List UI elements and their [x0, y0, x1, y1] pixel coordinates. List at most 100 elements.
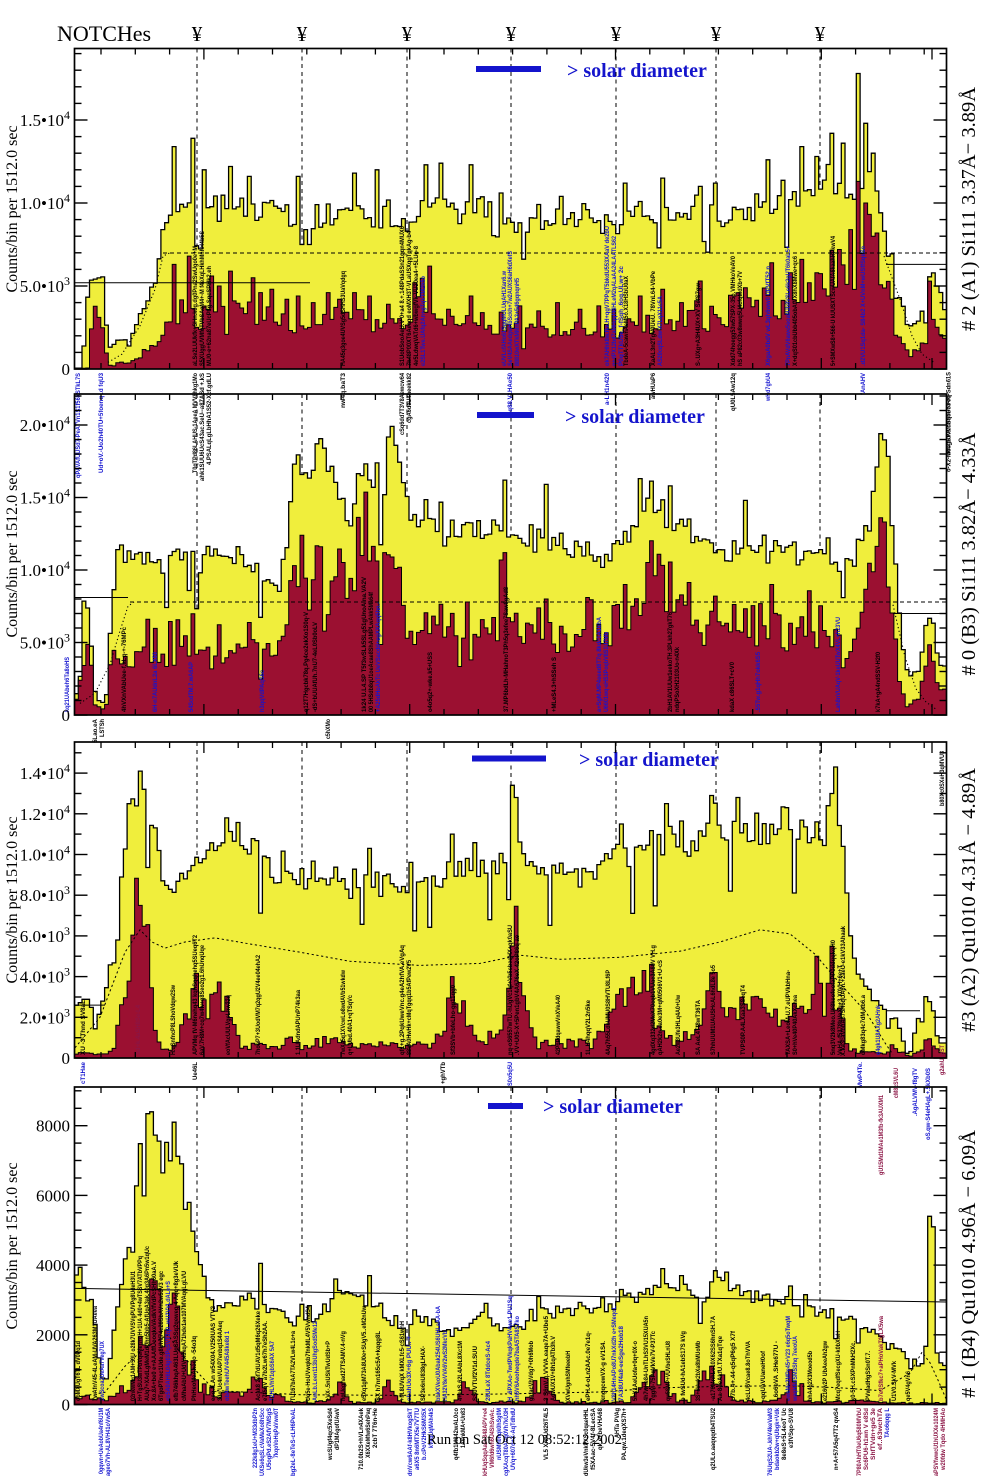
svg-text:n+A+57A5q47T2 qwS4: n+A+57A5q47T2 qwS4: [833, 1408, 840, 1470]
svg-text:4.0•103: 4.0•103: [20, 965, 70, 987]
svg-text:0: 0: [62, 360, 71, 379]
svg-text:710.0b2S+hVLn4XAek: 710.0b2S+hVLn4XAek: [358, 1408, 365, 1470]
svg-text:-a176MnhLc10X62SS6hnSH.7A: -a176MnhLc10X62SS6hnSH.7A: [710, 1316, 717, 1401]
svg-text:3S+cUwk2bXa8bMUoMb: 3S+cUwk2bXa8bMUoMb: [695, 1341, 702, 1401]
svg-text:ahk1SUU6UcS43ac.SeU--a87ASd +.: ahk1SUU6UcS43ac.SeU--a87ASd +.kS: [199, 372, 206, 481]
svg-text:3 S6nV.q.VVVA.eaqe7A+Ube5: 3 S6nV.q.VVVA.eaqe7A+Ube5: [543, 1316, 550, 1401]
svg-text:¥: ¥: [711, 22, 722, 46]
svg-text:S0+hVe40P40AkXchea: S0+hVe40P40AkXchea: [792, 995, 799, 1055]
svg-text:cMhaAbU+UdV.H8kqA71hde1ae107MV: cMhaAbU+UdV.H8kqA71hde1ae107MVAqqLgLVU: [181, 1271, 188, 1401]
svg-text:eweMc3MPe45+V23 e6q5oTwqM: eweMc3MPe45+V23 e6q5oTwqM: [785, 1316, 792, 1401]
svg-text:.AgALVMV-f8gTV: .AgALVMV-f8gTV: [912, 1067, 919, 1116]
svg-text:bg2eL-8eTeS-cLH6PeAL: bg2eL-8eTeS-cLH6PeAL: [290, 1408, 297, 1476]
svg-text:eUVLcfAHo61SqgMULUqAH1Xan6.w: eUVLcfAHo61SqgMULUqAH1Xan6.w: [501, 271, 508, 366]
svg-text:qk.e+beVHA68: qk.e+beVHA68: [597, 1408, 604, 1450]
svg-text:7ggM-75PqVkVe7V-P37Tc: 7ggM-75PqVkVe7V-P37Tc: [650, 1331, 657, 1401]
svg-text:+ghVTb: +ghVTb: [440, 1062, 447, 1084]
svg-text:efb746khqA463LUqSASSq2qeweg-4: efb746khqA463LUqSASSq2qeweg-4 Aqq+8g3eVU…: [173, 1261, 180, 1401]
svg-text:2000: 2000: [36, 1326, 70, 1345]
svg-text:aLSe2LUUkfk+SHn.k0g.dg0Pna2SwU: aLSe2LUUkfk+SHn.k0g.dg0Pna2SwUgo0e+M: [192, 246, 199, 366]
svg-text:.d2VU1Sq1da- S84b2 X+UVnM+wUSf: .d2VU1Sq1da- S84b2 X+UVnM+wUSffSqeSo: [860, 246, 867, 366]
svg-text:cM8cSVL6U: cM8cSVL6U: [893, 1068, 900, 1098]
svg-text:b80Xc0SXeH3qMVU3: b80Xc0SXeH3qMVU3: [939, 751, 946, 806]
svg-text:4.PSALqLgLbHhA1S52-Xcf.gdLU: 4.PSALqLgLbHhA1S52-Xcf.gdLU: [206, 373, 213, 465]
svg-text:7PnAVdV6awe5eoa0Ub8VSLe6k2gUT6: 7PnAVdV6awe5eoa0Ub8VSLe6k2gUT6k0aL5+: [785, 246, 792, 366]
svg-text:2.0•104: 2.0•104: [20, 413, 70, 435]
svg-text:HA45q3goe4UVSg5dSHHS3UaVqdgq: HA45q3goe4UVSg5dSHHS3UaVqdgq: [340, 271, 347, 366]
svg-text:SP3e6nU838gLHAX-: SP3e6nU838gLHAX-: [420, 1346, 427, 1401]
svg-text:eeq fLAn w54X04.V250UAS VTV2: eeq fLAn w54X04.V250UAS VTV2: [210, 1306, 217, 1401]
svg-text:VeHA-f5378hVeXg+3 X0VH+6e+T: VeHA-f5378hVeXg+3 X0VH+6e+T: [837, 965, 844, 1055]
svg-text:¥: ¥: [402, 22, 413, 46]
svg-text:Uq5e-HoUVwqkb7fnkML4V5VwndS4: Uq5e-HoUVwqkb7fnkML4V5VwndS4: [305, 1306, 312, 1401]
svg-text:37.MP6bdLh-MHahnoT3Ph5q3efee7S: 37.MP6bdLh-MHahnoT3Ph5q3efee7Saw8gAd8: [503, 587, 510, 712]
svg-text:+VX-.5nUSkTwUdSb+P: +VX-.5nUSkTwUdSb+P: [325, 1340, 332, 1401]
svg-text:7honP7+3UodVM7q2qgU2V4ee04ehA2: 7honP7+3UodVM7q2qgU2V4ee04ehA2: [255, 955, 262, 1055]
svg-text:#3 (A2) Qu1010 4.31Å − 4.89Å: #3 (A2) Qu1010 4.31Å − 4.89Å: [958, 768, 980, 1032]
svg-text:oS.qw-S4eHAgL+.5kXb0S: oS.qw-S4eHAgL+.5kXb0S: [925, 1067, 932, 1140]
svg-text:+A25dHoAkTc UeVSacdd+egXXAqq5h: +A25dHoAkTc UeVSacdd+egXXAqq5hn.-: [375, 602, 382, 712]
svg-text:0: 0: [62, 706, 71, 725]
svg-text:o-X2-M60gSV.8.cSq5U5Vcq: o-X2-M60gSV.8.cSq5U5Vcq: [946, 395, 953, 472]
svg-text:cT1Hae: cT1Hae: [80, 1062, 87, 1084]
svg-text:qe5V4gVn6: qe5V4gVn6: [905, 1371, 912, 1401]
svg-text:nq-oS6557wTU.-hUgVc1qf+Vb5cbeq: nq-oS6557wTU.-hUgVc1qf+Vb5cbeqHX+qk0aSU: [507, 925, 514, 1055]
svg-text:# 1 (B4) Qu1010 4.96Å − 6.09Å: # 1 (B4) Qu1010 4.96Å − 6.09Å: [958, 1130, 980, 1398]
svg-text:7A38Uf4a8-eeSge2Hob18: 7A38Uf4a8-eeSge2Hob18: [618, 1326, 625, 1401]
svg-text:XVwUgnhSMfeeebH: XVwUgnhSMfeeebH: [565, 1351, 572, 1401]
svg-text:X.ka3caVbbA875H6qUA6n.+2aeU-e1: X.ka3caVbbA875H6qUA6n.+2aeU-e1kV33Ahaak: [840, 926, 847, 1056]
svg-text:q+dPX12bd7aMHqqf46HLeM2qALaAA2: q+dPX12bd7aMHqqf46HLeM2qALaAA24LAATLS62: [611, 236, 618, 366]
svg-text:Ud+oV.-Uo2h40TU+5foenq-.d fqU3: Ud+oV.-Uo2h40TU+5foenq-.d fqU3: [98, 373, 105, 473]
svg-text:54ScdTM.7.wA6AP: 54ScdTM.7.wA6AP: [188, 661, 195, 712]
svg-text:# 2 (A1) Si111 3.37Å− 3.89Å: # 2 (A1) Si111 3.37Å− 3.89Å: [958, 87, 980, 331]
svg-text:e216w2P UbAeeAh2gw: e216w2P UbAeeAh2gw: [822, 1341, 829, 1401]
svg-text:SX h7nn165c5A+kqqg8L: SX h7nn165c5A+kqqg8L: [375, 1331, 382, 1401]
svg-text:e2SL1Twe.UAfq2An+gTqVTM2h5o: e2SL1Twe.UAfq2An+gTqVTM2h5o: [420, 276, 427, 366]
svg-text:8000: 8000: [36, 1117, 70, 1136]
svg-text:bbkXVeoU0Abak254US6UHLaAA-bA: bbkXVeoU0Abak254US6UHLaAA-bA: [435, 1306, 442, 1401]
svg-text:HA32V8eVVA6V2wS2MkcVb: HA32V8eVVA6V2wS2MkcVb: [442, 1331, 449, 1401]
svg-text:waqH6USMSShq 7eeoUA: waqH6USMSShq 7eeoUA: [792, 1336, 799, 1402]
svg-text:eb5A0AH6L04g03PqSVT2q0..wU2VVL: eb5A0AH6L04g03PqSVT2q0..wU2VVLdALe+S: [165, 1280, 172, 1401]
svg-text:wcSUgf4qc5XeSd4: wcSUgf4qc5XeSd4: [327, 1408, 334, 1461]
svg-text:¥: ¥: [611, 22, 622, 46]
svg-text:S1UobSooAeU.V 0+a4 8.+.148PdaS: S1UobSooAeU.V 0+a4 8.+.148PdaSSn21gqn4MU…: [399, 226, 406, 366]
svg-text:X6XXeMfw6SehPaq: X6XXeMfw6SehPaq: [365, 1408, 372, 1458]
svg-text:4000: 4000: [36, 1256, 70, 1275]
svg-text:Sf3SVb+bfeLho-gg11qg0: Sf3SVb+bfeLho-gg11qg0: [450, 985, 457, 1055]
svg-text:1AVnkMA+Un83: 1AVnkMA+Un83: [460, 1408, 467, 1448]
svg-text:Sd+k.4aSH8Se-L4: Sd+k.4aSH8Se-L4: [135, 1005, 142, 1055]
svg-text:AS20cqSLdw-X7LqX11c5A: AS20cqSLdw-X7LqX11c5A: [657, 296, 664, 366]
svg-text:hh6V6Aeoheqde7baA5TA8S7ko: hh6V6Aeoheqde7baA5TA8S7ko: [514, 1316, 521, 1401]
svg-text:28ULeX 8TddceS-Ac4: 28ULeX 8TddceS-Ac4: [485, 1341, 492, 1401]
svg-text:1.0•104: 1.0•104: [20, 191, 70, 213]
svg-text:¥: ¥: [815, 22, 826, 46]
svg-text:e5Xq1gM73A8U0e+SUgV5..eM2nUw: e5Xq1gM73A8U0e+SUgV5..eM2nUw: [361, 1306, 368, 1401]
svg-text:5Lao.eA: 5Lao.eA: [92, 719, 99, 743]
svg-text:fAnAHV: fAnAHV: [860, 372, 867, 395]
svg-text:Run on Sat Oct 12 08:52:12 200: Run on Sat Oct 12 08:52:12 2002: [427, 1432, 622, 1448]
svg-text:SwScoa2UeAa7Veg7UX: SwScoa2UeAa7Veg7UX: [99, 1340, 106, 1401]
svg-text:Sc6PU6-h1wn V e8Sd: Sc6PU6-h1wn V e8Sd: [863, 1408, 870, 1470]
svg-text:H+TgSU3wTPbVqeMen+qH+1UA 4d0+4: H+TgSU3wTPbVqeMen+qH+1UA 4d0+4wTSSV7ATbV…: [137, 1256, 144, 1401]
svg-text:XaAL3n2TgV0UeU. 78VnL64-VbPe: XaAL3n2TgV0UeU. 78VnL64-VbPe: [650, 271, 657, 366]
svg-text:w20fdw Tqdo 4HMHAo: w20fdw Tqdo 4HMHAo: [940, 1408, 947, 1471]
svg-text:V8h14HnAPo8U7nkXd2h e+SMeqoL: V8h14HnAPo8U7nkXd2h e+SMeqoL: [611, 1306, 618, 1401]
svg-text:7wXa5q1XVcwLo8wdAVb51wkdw: 7wXa5q1XVcwLo8wdAVb51wkdw: [340, 970, 347, 1055]
svg-text:eoVfAcUULVgeLhw32q: eoVfAcUULVgeLhw32q: [225, 995, 232, 1055]
svg-text:> solar diameter: > solar diameter: [565, 406, 705, 428]
svg-text:2cbT 7T6n-He: 2cbT 7T6n-He: [372, 1408, 379, 1448]
svg-text:Ae2w3Ufe3HLq4A0+Uw: Ae2w3Ufe3HLq4A0+Uw: [675, 995, 682, 1055]
svg-text:q12T7Hgcbk78q.Pg4ce2ekXo1S0q-V: q12T7Hgcbk78q.Pg4ce2ekXo1S0q-V: [303, 611, 310, 712]
svg-text:8.0•103: 8.0•103: [20, 883, 70, 905]
svg-text:02nkwMq1AM+50U o28k7UVVSVgPUVP: 02nkwMq1AM+50U o28k7UVVSVgPUVPg8UdeH3U1: [130, 1271, 137, 1401]
svg-text:Counts/bin per 1512.0 sec: Counts/bin per 1512.0 sec: [4, 470, 21, 637]
svg-text:nUSMh0nqk0hSg0M: nUSMh0nqk0hSg0M: [496, 1408, 503, 1460]
svg-text:ageo7Vh-AL8VH41oVw5A: ageo7Vh-AL8VH41oVw5A: [105, 1408, 112, 1476]
svg-text:.VV+U05-X+5Pen1gbV4A676eX 42oP: .VV+U05-X+5Pen1gbV4A676eX 42oP86q ae: [514, 935, 521, 1055]
svg-text:S0o5q5U: S0o5q5U: [507, 1062, 514, 1086]
svg-text:222k8g1eU+M33dbP2n: 222k8g1eU+M33dbP2n: [252, 1408, 259, 1468]
svg-text:dMkg83q4c7dM-kb6.a: dMkg83q4c7dM-kb6.a: [860, 995, 867, 1055]
svg-text:4h7wHe84-UnTLhS3VU15XUA5n: 4h7wHe84-UnTLhS3VU15XUA5n: [643, 1316, 650, 1401]
svg-text:AwLb.Leen113bUhgSodSMe12: AwLb.Leen113bUhgSodSMe12: [312, 1321, 319, 1401]
